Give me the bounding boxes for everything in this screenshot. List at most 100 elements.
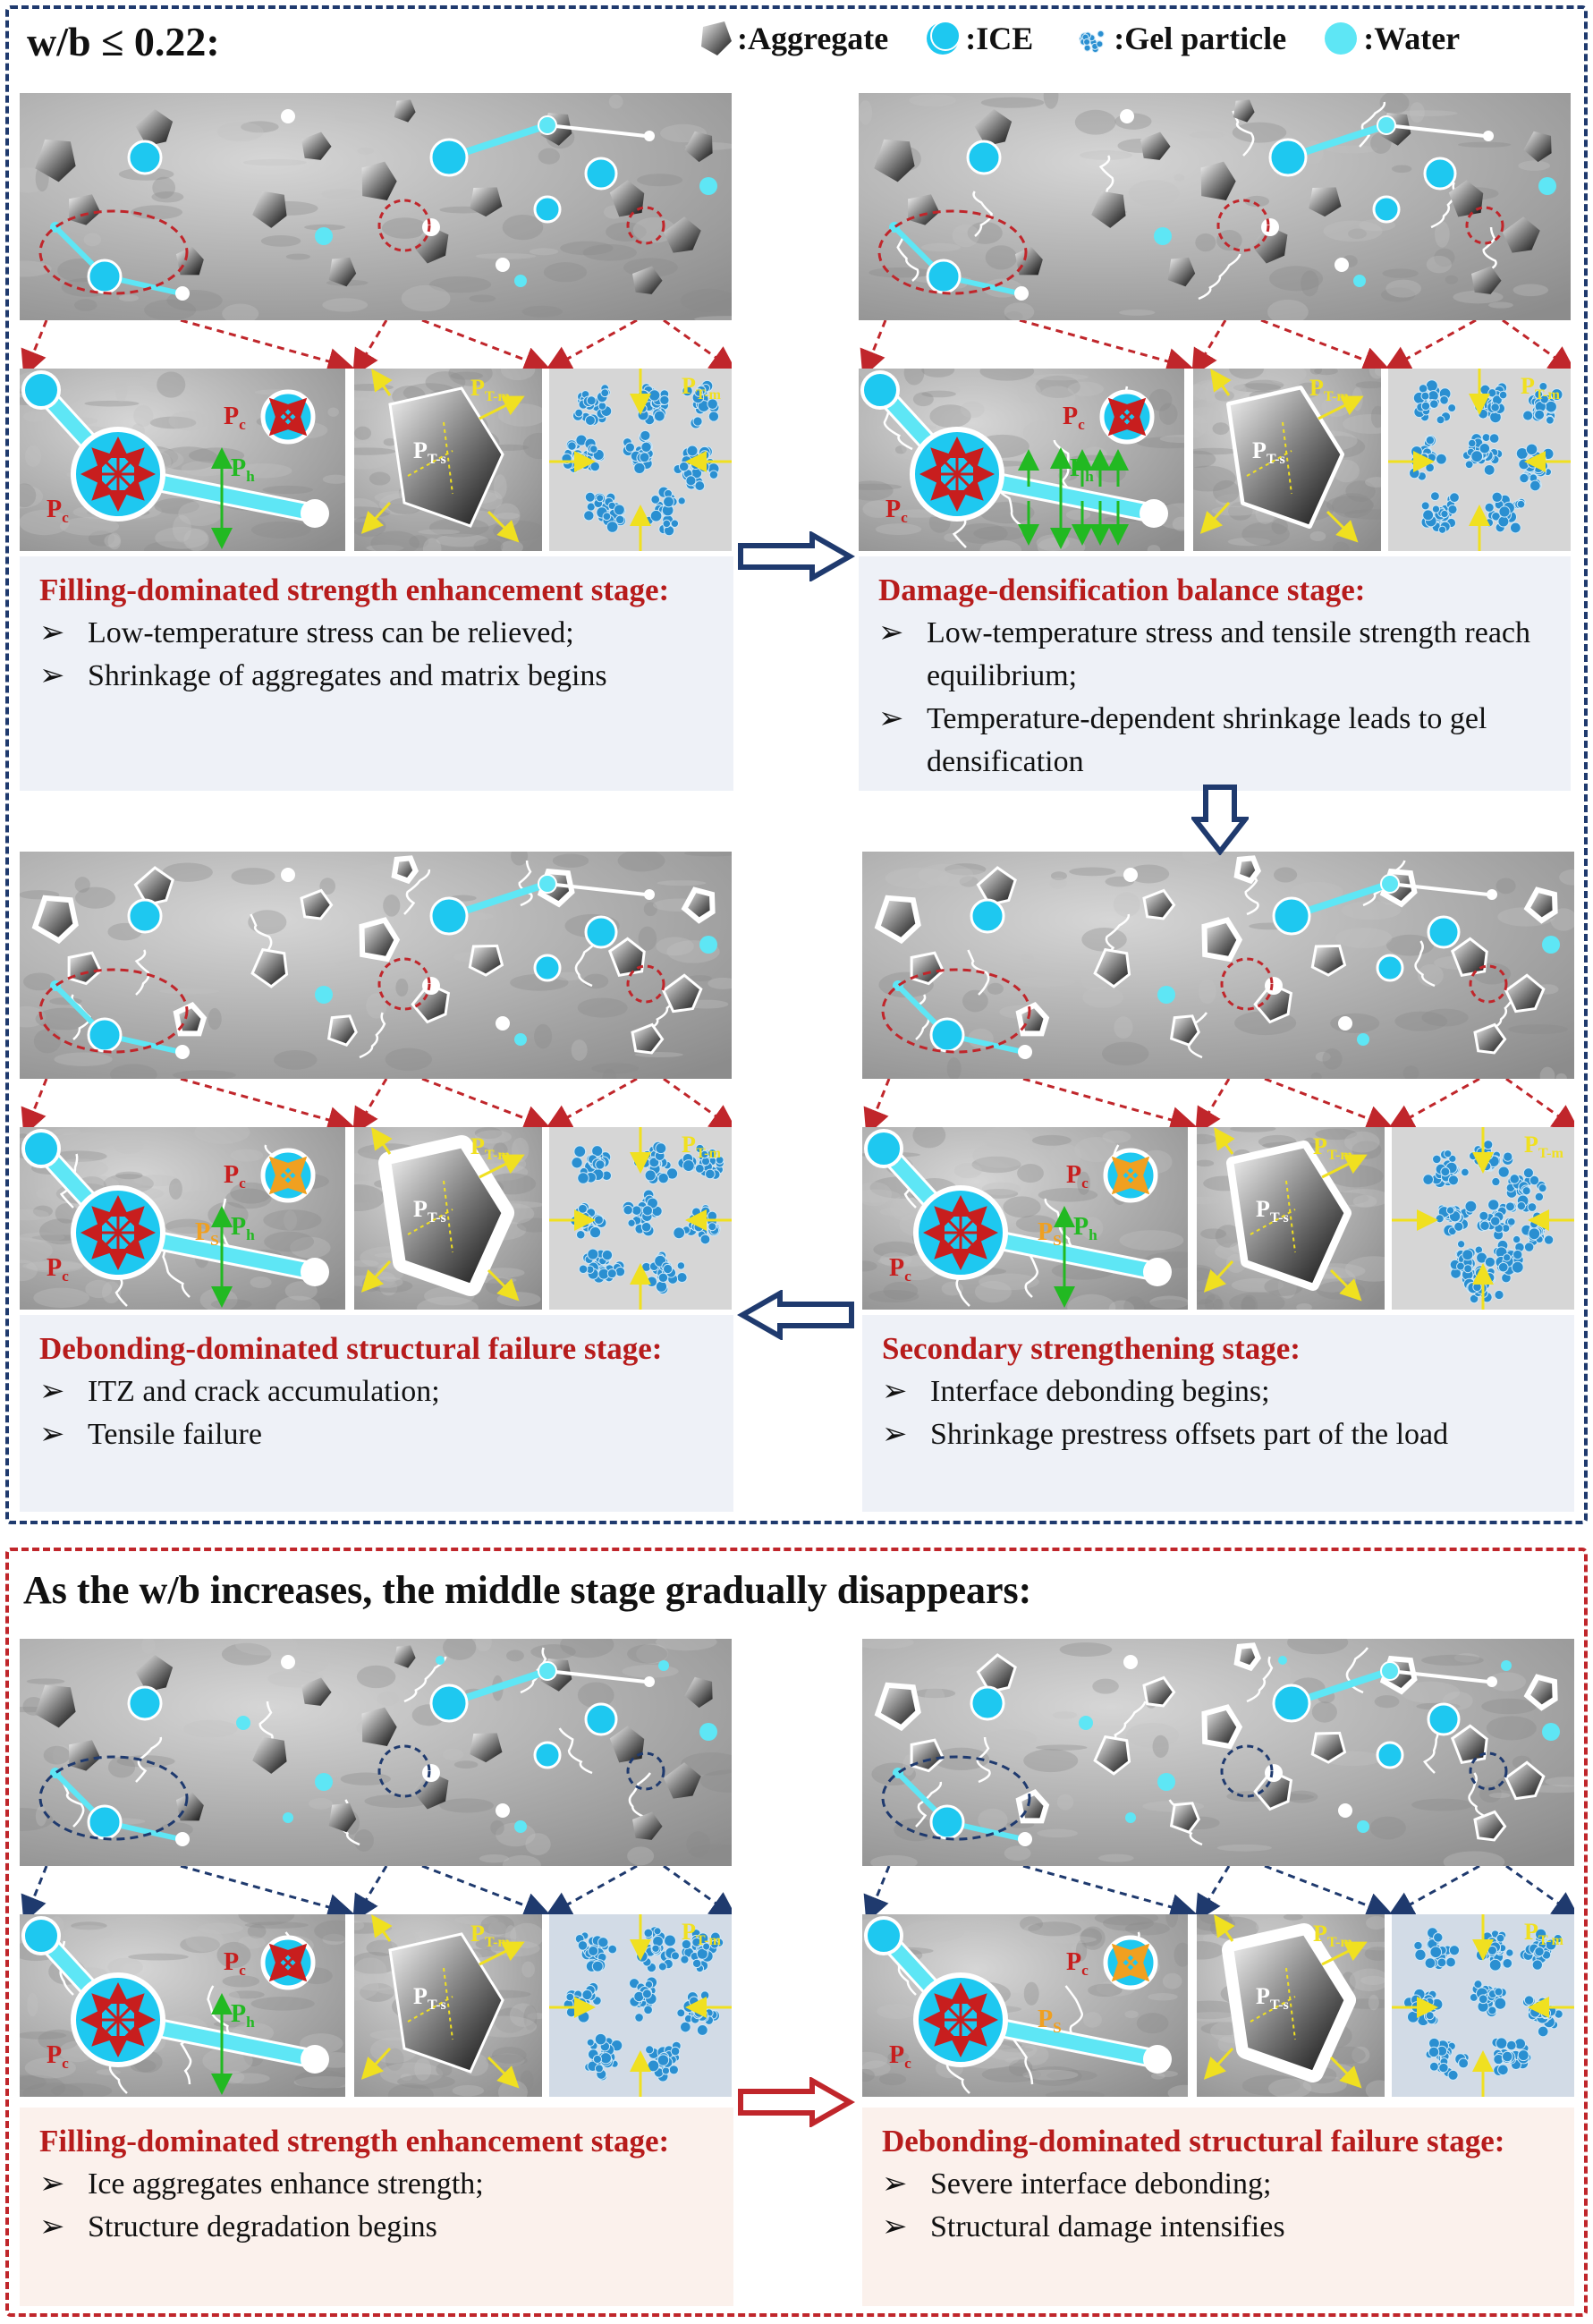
matrix-texture (1215, 1225, 1241, 1248)
matrix-stress-arrow (360, 1260, 392, 1293)
air-void (1143, 2045, 1172, 2074)
matrix-texture (1050, 1144, 1082, 1167)
matrix-texture (353, 1829, 374, 1852)
matrix-texture (448, 369, 493, 386)
aggregate-icon (1502, 216, 1540, 253)
stage6-zoom-gel: PT-m (1392, 1914, 1574, 2097)
matrix-texture (238, 1936, 266, 1949)
gel-cluster (681, 1938, 692, 1950)
matrix-texture (110, 1064, 157, 1079)
gel-cluster (1494, 1987, 1504, 1997)
matrix-texture (1028, 1921, 1082, 1937)
zoom-connector-arrow (421, 1866, 552, 1914)
matrix-texture (971, 1156, 1021, 1174)
matrix-texture (516, 1217, 542, 1233)
matrix-texture (1365, 477, 1381, 488)
matrix-texture (1023, 1749, 1079, 1773)
matrix-stress-arrow (1214, 1914, 1235, 1942)
ice-icon (966, 140, 1002, 175)
matrix-texture (921, 390, 956, 398)
stage5-zoom-connectors (21, 1866, 732, 1914)
matrix-texture (335, 959, 389, 969)
gel-cluster (670, 519, 680, 529)
matrix-texture (1049, 878, 1067, 889)
shrinkage-stress-line (443, 421, 453, 495)
matrix-texture (956, 522, 1008, 544)
matrix-texture (1382, 268, 1419, 278)
matrix-texture (370, 530, 419, 551)
matrix-texture (1322, 1047, 1343, 1070)
gel-cluster (1512, 1234, 1521, 1244)
pressure-label-subscript: c (904, 1268, 911, 1285)
aggregate-icon (388, 386, 504, 528)
matrix-texture (311, 1298, 341, 1310)
gel-particle-icon (682, 379, 720, 429)
aggregate-icon (631, 1022, 665, 1055)
matrix-texture (924, 1685, 945, 1710)
pressure-label-main: P (682, 1919, 696, 1945)
matrix-texture (973, 526, 1026, 541)
matrix-texture (1352, 2046, 1370, 2064)
matrix-texture (1301, 270, 1319, 297)
gel-cluster (653, 1927, 662, 1936)
gel-cluster (1435, 1214, 1445, 1224)
gel-cluster (1083, 38, 1091, 46)
matrix-texture (1113, 892, 1140, 918)
matrix-texture (144, 299, 197, 320)
micro-crack (1422, 1727, 1439, 1774)
matrix-texture (1167, 2084, 1188, 2097)
stage6-bullet: ➢ Severe interface debonding; (882, 2163, 1555, 2206)
matrix-texture (141, 1639, 156, 1655)
air-void (422, 977, 440, 995)
matrix-texture (27, 1992, 38, 2017)
pressure-label-main: P (1313, 1921, 1327, 1947)
matrix-texture (1342, 413, 1381, 434)
zoom-connector-arrow (421, 320, 552, 369)
aggregate-icon (1309, 187, 1342, 217)
matrix-texture (1273, 867, 1298, 883)
gel-cluster (646, 1276, 658, 1287)
matrix-stress-arrow (1329, 2056, 1362, 2089)
gel-cluster (1516, 1200, 1527, 1211)
matrix-texture (1125, 1722, 1179, 1748)
zoom-connector-arrow (21, 1079, 48, 1127)
matrix-texture (859, 480, 894, 501)
stage1-bullet-text: Low-temperature stress can be relieved; (88, 616, 574, 649)
matrix-texture (354, 1952, 399, 1974)
matrix-texture (983, 1127, 1030, 1151)
matrix-texture (656, 1639, 717, 1651)
pressure-label: PT-m (682, 1919, 722, 1948)
pressure-label: Ph (231, 454, 255, 485)
ice-pressure-arrow (1126, 1156, 1150, 1180)
matrix-texture (1539, 1066, 1555, 1079)
arrow-down-icon (1191, 785, 1249, 855)
gel-cluster (595, 1159, 606, 1170)
gel-cluster (1473, 1980, 1483, 1989)
gel-cluster (649, 509, 663, 522)
matrix-texture (1488, 1792, 1511, 1799)
gel-cluster (1484, 502, 1495, 513)
ice-icon (1272, 896, 1311, 936)
matrix-texture (1409, 102, 1425, 123)
ice-icon (127, 1685, 163, 1721)
zoom-connector-arrow (1019, 320, 1194, 369)
air-void (1335, 258, 1349, 272)
matrix-texture (1435, 221, 1450, 248)
matrix-texture (1272, 1660, 1292, 1688)
aggregate-icon (301, 131, 332, 160)
matrix-texture (493, 1142, 508, 1158)
zoom-connector-arrow (1195, 1866, 1231, 1914)
gel-cluster (1529, 1219, 1539, 1229)
zoom-region-marker (1469, 1751, 1508, 1791)
pressure-label-subscript: T-s (428, 452, 446, 467)
aggregate-icon (412, 1771, 449, 1810)
matrix-texture (230, 1149, 264, 1162)
matrix-texture (422, 538, 442, 551)
matrix-stress-arrow (1321, 1154, 1368, 1179)
matrix-texture (364, 1794, 428, 1808)
ice-icon (87, 1017, 123, 1053)
matrix-stress-arrow (487, 510, 520, 543)
matrix-texture (1370, 405, 1381, 428)
zoom-region-marker (1216, 199, 1270, 252)
